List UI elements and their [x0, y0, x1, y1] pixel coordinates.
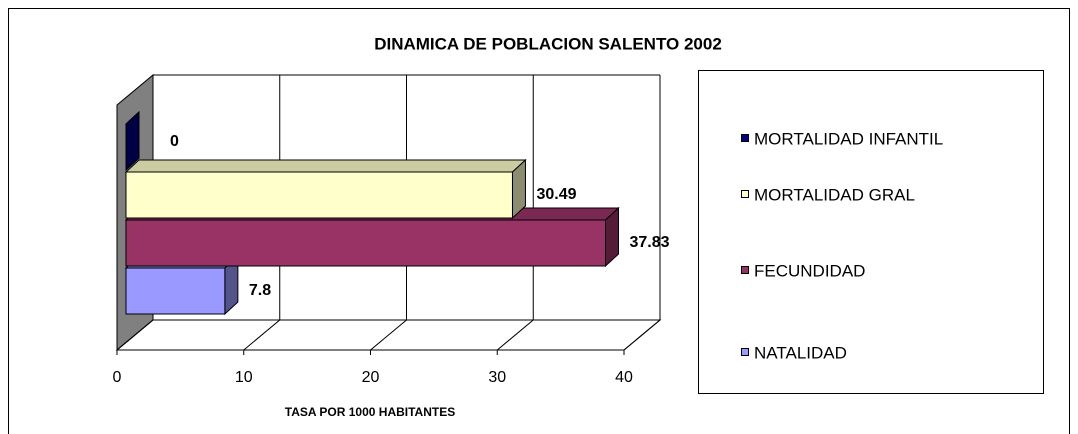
- bar: [125, 219, 606, 267]
- legend-label: MORTALIDAD GRAL: [754, 185, 915, 204]
- legend-box: [698, 70, 1044, 394]
- legend-label: NATALIDAD: [754, 343, 847, 362]
- x-tick-label: 0: [113, 369, 122, 386]
- data-label: 7.8: [249, 282, 271, 299]
- grid-line: [496, 75, 534, 351]
- bar: [125, 267, 226, 315]
- legend-label: FECUNDIDAD: [754, 261, 865, 280]
- chart-title: DINAMICA DE POBLACION SALENTO 2002: [374, 34, 722, 53]
- legend-swatch: [741, 134, 749, 142]
- legend-swatch: [741, 266, 749, 274]
- bar-top: [124, 159, 527, 173]
- x-tick-label: 20: [362, 369, 380, 386]
- x-axis-label: TASA POR 1000 HABITANTES: [285, 405, 455, 419]
- grid-line: [623, 75, 661, 351]
- bar: [125, 171, 513, 219]
- grid-line: [243, 75, 281, 351]
- grid-line: [116, 75, 154, 351]
- legend-label: MORTALIDAD INFANTIL: [754, 129, 943, 148]
- legend-swatch: [741, 190, 749, 198]
- data-label: 30.49: [536, 186, 576, 203]
- legend-swatch: [741, 348, 749, 356]
- x-tick-label: 30: [488, 369, 506, 386]
- data-label: 37.83: [629, 234, 669, 251]
- data-label: 0: [170, 133, 179, 150]
- grid-line: [370, 75, 407, 351]
- x-tick-label: 40: [615, 369, 633, 386]
- x-tick-label: 10: [235, 369, 253, 386]
- bar-side: [125, 110, 140, 172]
